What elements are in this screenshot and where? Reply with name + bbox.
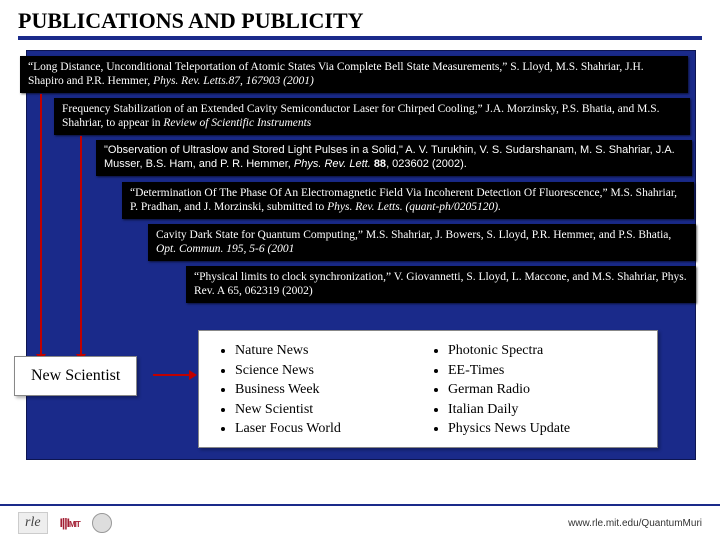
mit-logo: I||IMIT [60,516,80,530]
footer-logos: rle I||IMIT [18,512,112,534]
page-title: PUBLICATIONS AND PUBLICITY [18,8,702,40]
press-item: EE-Times [448,361,641,381]
press-item: Physics News Update [448,419,641,439]
press-item: German Radio [448,380,641,400]
publication-4: “Determination Of The Phase Of An Electr… [122,182,694,219]
press-col-2: Photonic SpectraEE-TimesGerman RadioItal… [428,341,641,437]
press-item: Business Week [235,380,428,400]
press-item: Photonic Spectra [448,341,641,361]
footer-url: www.rle.mit.edu/QuantumMuri [568,518,702,529]
publication-5: Cavity Dark State for Quantum Computing,… [148,224,696,261]
press-item: New Scientist [235,400,428,420]
publication-2: Frequency Stabilization of an Extended C… [54,98,690,135]
footer: rle I||IMIT www.rle.mit.edu/QuantumMuri [0,504,720,540]
press-item: Science News [235,361,428,381]
publication-1: “Long Distance, Unconditional Teleportat… [20,56,688,93]
arrow-right [153,374,191,376]
press-item: Laser Focus World [235,419,428,439]
main-panel: “Long Distance, Unconditional Teleportat… [18,50,702,460]
new-scientist-box: New Scientist [14,356,137,396]
arrow-down-2 [80,136,82,356]
nu-seal-icon [92,513,112,533]
publication-6: “Physical limits to clock synchronizatio… [186,266,696,303]
press-item: Nature News [235,341,428,361]
rle-logo: rle [18,512,48,534]
publication-3: "Observation of Ultraslow and Stored Lig… [96,140,692,176]
press-box: Nature NewsScience NewsBusiness WeekNew … [198,330,658,448]
arrow-down-1 [40,94,42,356]
press-col-1: Nature NewsScience NewsBusiness WeekNew … [215,341,428,437]
press-item: Italian Daily [448,400,641,420]
